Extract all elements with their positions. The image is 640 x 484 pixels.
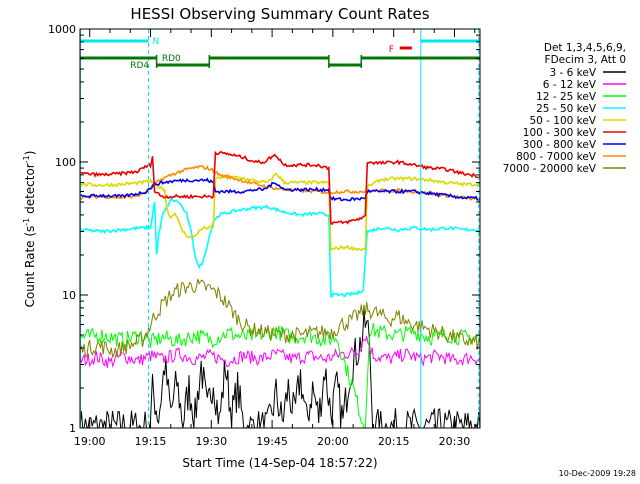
x-tick-label: 19:45 — [256, 435, 288, 448]
timestamp: 10-Dec-2009 19:28 — [559, 469, 636, 478]
y-axis-label-sup1: -1 — [22, 218, 31, 226]
x-tick-label: 20:30 — [439, 435, 471, 448]
night-label: N — [153, 37, 160, 47]
legend-entry-label: 50 - 100 keV — [529, 115, 596, 127]
legend-entry-label: 3 - 6 keV — [549, 67, 596, 79]
y-tick-label: 10 — [62, 289, 76, 302]
rd4-label: RD4 — [130, 61, 149, 71]
legend-entry-label: 800 - 7000 keV — [516, 151, 597, 163]
x-tick-label: 20:00 — [317, 435, 349, 448]
legend-entry-label: 12 - 25 keV — [536, 91, 597, 103]
rd0-label: RD0 — [162, 54, 181, 64]
series-line-4 — [80, 172, 480, 253]
chart-title: HESSI Observing Summary Count Rates — [130, 5, 429, 23]
y-tick-label: 100 — [55, 156, 76, 169]
y-axis-label: Count Rate (s-1 detector-1) — [22, 151, 37, 308]
legend-entry-label: 100 - 300 keV — [523, 127, 597, 139]
svg-text:Count Rate (s-1 detector-1): Count Rate (s-1 detector-1) — [22, 151, 37, 308]
plot-area: N RD4 RD0 F 1 10 100 1000 19:00 19:15 19:30 19:45 20… — [48, 23, 481, 448]
legend: Det 1,3,4,5,6,9,FDecim 3, Att 03 - 6 keV… — [503, 42, 626, 175]
y-tick-label: 1 — [69, 422, 76, 435]
series-line-3 — [80, 197, 480, 298]
y-axis-label-mid: detector — [23, 163, 37, 218]
series-line-7 — [80, 165, 480, 203]
series-line-8 — [80, 278, 480, 359]
y-axis-label-main: Count Rate (s — [23, 226, 37, 308]
legend-entry-label: 6 - 12 keV — [543, 79, 597, 91]
series-line-6 — [80, 177, 480, 202]
series-line-5 — [80, 150, 480, 225]
series-line-0 — [80, 310, 480, 428]
x-tick-label: 20:15 — [378, 435, 410, 448]
legend-entry-label: 300 - 800 keV — [523, 139, 597, 151]
y-axis-label-sup2: -1 — [22, 155, 31, 163]
plot-frame — [79, 28, 481, 429]
legend-entry-label: 7000 - 20000 keV — [503, 163, 597, 175]
x-tick-label: 19:30 — [195, 435, 227, 448]
y-axis-label-end: ) — [23, 151, 37, 156]
x-tick-label: 19:00 — [74, 435, 106, 448]
legend-entry-label: 25 - 50 keV — [536, 103, 597, 115]
y-tick-label: 1000 — [48, 23, 76, 36]
legend-header-line: Det 1,3,4,5,6,9, — [544, 42, 626, 54]
x-axis-label: Start Time (14-Sep-04 18:57:22) — [182, 456, 377, 470]
x-tick-label: 19:15 — [135, 435, 167, 448]
series-line-1 — [80, 334, 480, 368]
legend-header-line: FDecim 3, Att 0 — [545, 54, 626, 66]
flare-label: F — [389, 45, 394, 55]
